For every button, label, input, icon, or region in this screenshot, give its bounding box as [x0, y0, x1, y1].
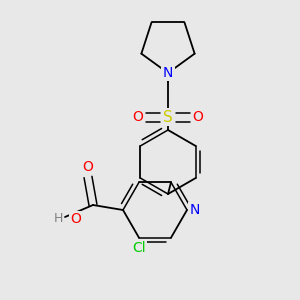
Text: O: O [133, 110, 143, 124]
Text: S: S [163, 110, 173, 124]
Text: O: O [193, 110, 203, 124]
Text: H: H [54, 212, 63, 226]
Text: O: O [70, 212, 81, 226]
Text: N: N [163, 66, 173, 80]
Text: N: N [190, 203, 200, 217]
Text: Cl: Cl [132, 241, 146, 255]
Text: O: O [82, 160, 93, 174]
